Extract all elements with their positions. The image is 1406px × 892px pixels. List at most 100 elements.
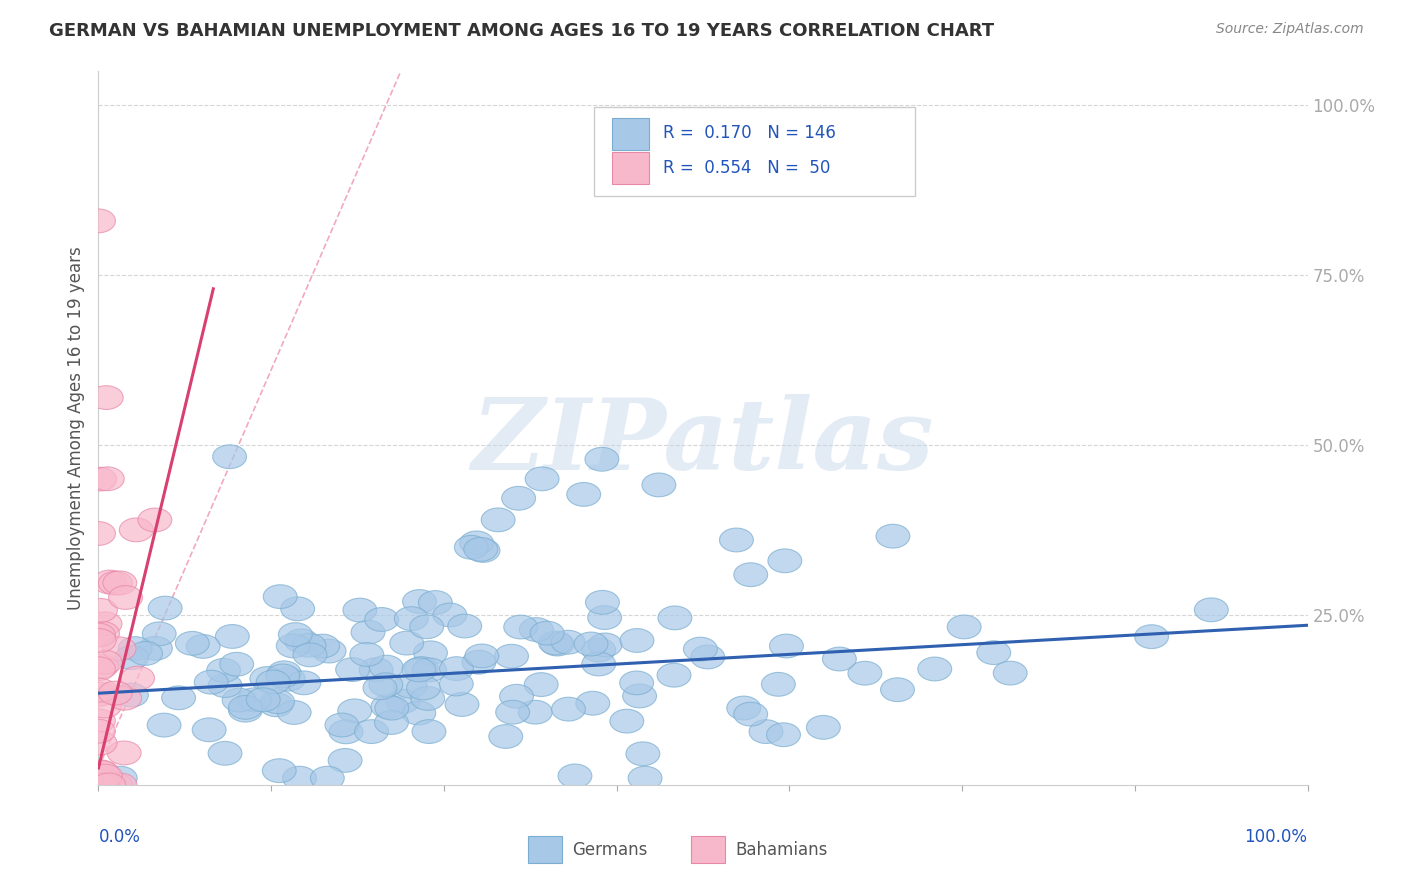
Ellipse shape (98, 681, 132, 705)
Ellipse shape (405, 657, 439, 681)
Ellipse shape (82, 522, 115, 545)
Ellipse shape (439, 672, 474, 696)
Ellipse shape (83, 682, 117, 706)
Ellipse shape (82, 773, 115, 797)
Ellipse shape (263, 759, 297, 782)
Ellipse shape (219, 652, 253, 676)
FancyBboxPatch shape (527, 837, 561, 863)
Ellipse shape (121, 666, 155, 690)
Ellipse shape (194, 670, 228, 694)
Ellipse shape (82, 719, 115, 743)
Ellipse shape (489, 724, 523, 748)
Ellipse shape (89, 650, 122, 674)
FancyBboxPatch shape (613, 152, 648, 184)
Ellipse shape (90, 385, 124, 409)
FancyBboxPatch shape (690, 837, 724, 863)
Ellipse shape (138, 508, 172, 532)
Ellipse shape (977, 640, 1011, 665)
FancyBboxPatch shape (613, 118, 648, 150)
Ellipse shape (354, 720, 388, 744)
Ellipse shape (496, 700, 530, 724)
Ellipse shape (582, 638, 616, 662)
Text: R =  0.170   N = 146: R = 0.170 N = 146 (664, 125, 837, 143)
Ellipse shape (108, 586, 142, 609)
Ellipse shape (277, 700, 311, 724)
Ellipse shape (90, 467, 124, 491)
Ellipse shape (538, 631, 572, 655)
Ellipse shape (337, 699, 371, 723)
Ellipse shape (229, 696, 263, 719)
Text: Germans: Germans (572, 841, 648, 859)
Ellipse shape (460, 531, 494, 555)
Ellipse shape (727, 696, 761, 720)
Ellipse shape (84, 760, 118, 784)
Ellipse shape (623, 684, 657, 708)
Ellipse shape (292, 643, 328, 666)
Ellipse shape (447, 614, 482, 638)
Ellipse shape (283, 766, 316, 790)
Ellipse shape (83, 629, 117, 652)
Ellipse shape (118, 637, 152, 660)
Ellipse shape (766, 723, 800, 747)
Ellipse shape (454, 535, 488, 559)
Ellipse shape (328, 748, 361, 772)
Ellipse shape (402, 590, 436, 614)
Ellipse shape (312, 640, 346, 663)
Ellipse shape (526, 467, 560, 491)
Ellipse shape (148, 714, 181, 737)
Ellipse shape (762, 673, 796, 697)
Ellipse shape (266, 664, 299, 688)
Ellipse shape (87, 773, 121, 797)
Ellipse shape (193, 718, 226, 741)
Text: Bahamians: Bahamians (735, 841, 828, 859)
Ellipse shape (876, 524, 910, 548)
Ellipse shape (86, 769, 120, 793)
Ellipse shape (551, 698, 585, 721)
Ellipse shape (848, 661, 882, 685)
Ellipse shape (446, 692, 479, 716)
Ellipse shape (84, 773, 118, 797)
Ellipse shape (83, 467, 117, 491)
Ellipse shape (406, 676, 440, 700)
Ellipse shape (433, 603, 467, 627)
Ellipse shape (690, 645, 724, 669)
Text: Source: ZipAtlas.com: Source: ZipAtlas.com (1216, 22, 1364, 37)
Ellipse shape (93, 570, 127, 594)
Ellipse shape (103, 637, 136, 661)
Ellipse shape (413, 641, 447, 665)
Ellipse shape (558, 764, 592, 788)
Ellipse shape (352, 620, 385, 644)
Ellipse shape (260, 690, 294, 714)
Ellipse shape (207, 658, 240, 682)
Ellipse shape (138, 636, 173, 660)
Ellipse shape (626, 742, 659, 765)
Ellipse shape (402, 658, 436, 681)
Ellipse shape (103, 766, 138, 790)
Ellipse shape (657, 664, 690, 687)
Ellipse shape (412, 720, 446, 743)
Ellipse shape (734, 702, 768, 726)
Text: GERMAN VS BAHAMIAN UNEMPLOYMENT AMONG AGES 16 TO 19 YEARS CORRELATION CHART: GERMAN VS BAHAMIAN UNEMPLOYMENT AMONG AG… (49, 22, 994, 40)
Ellipse shape (576, 691, 610, 715)
Ellipse shape (551, 631, 585, 654)
Ellipse shape (83, 764, 117, 788)
Ellipse shape (215, 624, 249, 648)
Ellipse shape (503, 615, 537, 639)
Ellipse shape (588, 633, 621, 657)
Ellipse shape (82, 657, 115, 681)
Ellipse shape (128, 641, 163, 665)
Ellipse shape (162, 686, 195, 710)
FancyBboxPatch shape (595, 107, 915, 196)
Ellipse shape (464, 538, 498, 561)
Ellipse shape (91, 773, 125, 797)
Ellipse shape (350, 642, 384, 666)
Ellipse shape (89, 612, 122, 636)
Ellipse shape (419, 591, 453, 615)
Ellipse shape (540, 632, 574, 656)
Ellipse shape (120, 518, 153, 541)
Text: ZIPatlas: ZIPatlas (472, 394, 934, 491)
Ellipse shape (585, 448, 619, 471)
Ellipse shape (256, 670, 290, 694)
Ellipse shape (103, 571, 136, 595)
Ellipse shape (387, 690, 420, 714)
